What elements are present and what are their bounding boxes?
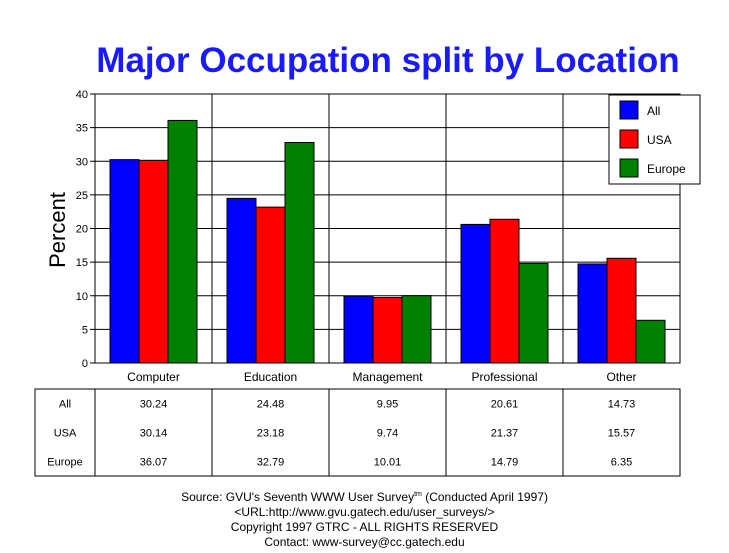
legend-label: All <box>647 104 660 118</box>
source-line: Source: GVU's Seventh WWW User Surveytm … <box>0 487 729 505</box>
y-tick-label: 5 <box>82 324 88 336</box>
legend-label: USA <box>647 133 672 147</box>
table-cell: 15.57 <box>608 428 636 440</box>
bar <box>635 319 666 364</box>
table-cell: 10.01 <box>374 457 402 469</box>
table-cell: 32.79 <box>257 457 285 469</box>
table-cell: 14.79 <box>491 457 519 469</box>
bar <box>577 263 608 364</box>
trademark: tm <box>414 491 422 498</box>
legend-label: Europe <box>647 162 686 176</box>
table-frame <box>34 388 681 477</box>
table-cell: 36.07 <box>140 457 168 469</box>
bars <box>109 119 666 364</box>
bar <box>460 223 491 364</box>
bar <box>226 197 257 364</box>
footer: Source: GVU's Seventh WWW User Surveytm … <box>0 487 729 550</box>
bar <box>255 206 286 364</box>
bar <box>138 159 169 364</box>
y-tick-label: 10 <box>76 291 88 303</box>
table-row-label: USA <box>54 428 77 440</box>
table-cell: 30.14 <box>140 428 168 440</box>
x-tick-label: Computer <box>127 370 180 384</box>
table-cell: 24.48 <box>257 399 285 411</box>
x-tick-label: Professional <box>471 370 537 384</box>
y-axis-label: Percent <box>45 192 70 268</box>
source-suffix: (Conducted April 1997) <box>421 490 548 504</box>
bar <box>343 295 374 364</box>
table-cell: 9.74 <box>377 428 398 440</box>
axes: 0 5 10 15 20 25 30 35 40 Computer Education Managem… <box>76 89 681 384</box>
bar <box>167 119 198 364</box>
bar <box>372 296 403 364</box>
copyright-line: Copyright 1997 GTRC - ALL RIGHTS RESERVE… <box>230 520 499 534</box>
bar <box>489 218 520 364</box>
table-cell: 21.37 <box>491 428 519 440</box>
y-tick-label: 35 <box>76 123 88 135</box>
source-prefix: Source: GVU's Seventh WWW User Survey <box>181 490 415 504</box>
table-row-label: All <box>59 399 71 411</box>
table-cell: 14.73 <box>608 399 636 411</box>
y-tick-label: 0 <box>82 358 88 370</box>
bar <box>518 263 549 364</box>
table-cell: 9.95 <box>377 399 398 411</box>
bar <box>401 295 432 364</box>
legend-swatch <box>619 129 639 149</box>
bar <box>606 257 637 364</box>
chart-title: Major Occupation split by Location <box>96 41 679 80</box>
legend: All USA Europe <box>608 94 701 185</box>
y-tick-label: 25 <box>76 190 88 202</box>
y-tick-label: 15 <box>76 257 88 269</box>
legend-swatch <box>619 158 639 178</box>
source-url: <URL:http://www.gvu.gatech.edu/user_surv… <box>234 505 495 519</box>
x-tick-label: Education <box>244 370 297 384</box>
x-tick-label: Management <box>352 370 423 384</box>
table-cell: 23.18 <box>257 428 285 440</box>
table-row-label: Europe <box>47 457 82 469</box>
table-cell: 30.24 <box>140 399 168 411</box>
y-tick-label: 20 <box>76 224 88 236</box>
x-tick-label: Other <box>606 370 636 384</box>
plot-frame <box>94 93 681 364</box>
y-tick-label: 30 <box>76 156 88 168</box>
contact-line: Contact: www-survey@cc.gatech.edu <box>264 535 465 549</box>
bar <box>284 141 315 364</box>
table-cell: 6.35 <box>611 457 632 469</box>
y-tick-label: 40 <box>76 89 88 101</box>
bar <box>109 159 140 364</box>
legend-swatch <box>619 100 639 120</box>
data-table: All 30.24 24.48 9.95 20.61 14.73 USA 30.14 23.18… <box>34 388 681 477</box>
table-cell: 20.61 <box>491 399 519 411</box>
